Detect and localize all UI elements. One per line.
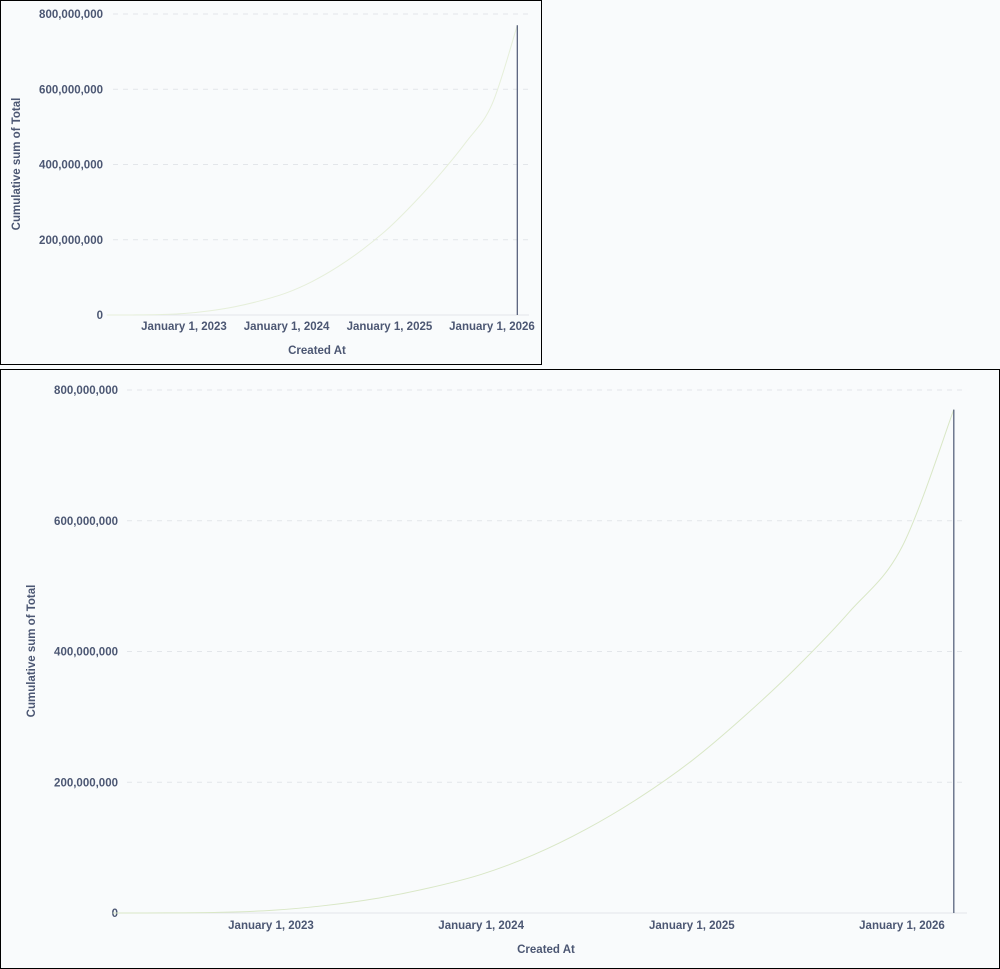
- y-tick-label: 0: [112, 908, 118, 920]
- y-tick-label: 200,000,000: [54, 777, 118, 789]
- x-axis-title: Created At: [517, 944, 575, 956]
- y-tick-label: 0: [97, 310, 103, 322]
- cumulative-total-line: [112, 409, 955, 914]
- x-tick-label: January 1, 2026: [449, 321, 535, 333]
- x-axis-title: Created At: [288, 345, 346, 357]
- x-tick-label: January 1, 2026: [859, 920, 945, 932]
- x-tick-label: January 1, 2024: [244, 321, 330, 333]
- y-tick-label: 400,000,000: [39, 160, 103, 172]
- y-tick-label: 800,000,000: [54, 385, 118, 397]
- y-tick-label: 800,000,000: [39, 9, 103, 21]
- x-tick-label: January 1, 2023: [228, 920, 314, 932]
- chart-card-small: 0 200,000,000 400,000,000 600,000,000 800,00…: [0, 0, 542, 365]
- y-tick-label: 600,000,000: [54, 516, 118, 528]
- cumulative-total-line: [106, 25, 518, 316]
- y-tick-label: 400,000,000: [54, 647, 118, 659]
- x-tick-label: January 1, 2024: [438, 920, 524, 932]
- chart-card-large: 0 200,000,000 400,000,000 600,000,000 800,00…: [0, 369, 1000, 969]
- y-tick-label: 600,000,000: [39, 84, 103, 96]
- cumulative-line-chart-small: 0 200,000,000 400,000,000 600,000,000 800,00…: [11, 9, 535, 357]
- cumulative-line-chart-large: 0 200,000,000 400,000,000 600,000,000 800,00…: [26, 385, 967, 956]
- y-axis-title: Cumulative sum of Total: [26, 585, 38, 718]
- x-tick-label: January 1, 2023: [141, 321, 227, 333]
- y-axis-title: Cumulative sum of Total: [11, 98, 23, 231]
- y-tick-label: 200,000,000: [39, 235, 103, 247]
- x-tick-label: January 1, 2025: [649, 920, 735, 932]
- x-tick-label: January 1, 2025: [347, 321, 433, 333]
